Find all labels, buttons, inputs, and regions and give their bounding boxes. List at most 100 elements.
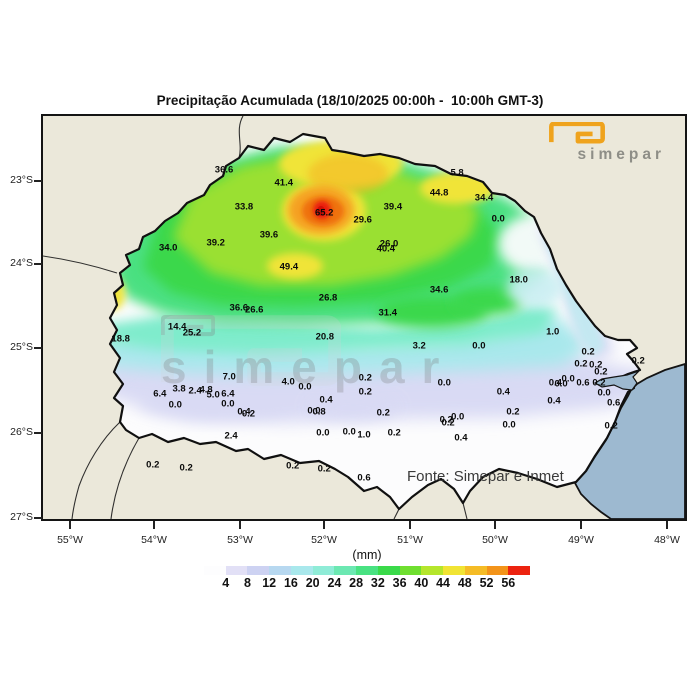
station-value: 0.0: [168, 399, 182, 411]
station-value: 39.4: [383, 201, 403, 213]
station-value: 26.8: [318, 292, 338, 304]
colorbar-tick-label: 12: [262, 576, 277, 590]
colorbar-segment: [508, 566, 531, 575]
colorbar-segment: [290, 566, 313, 575]
station-value: 31.4: [378, 307, 398, 319]
station-value: 0.2: [286, 460, 300, 472]
colorbar-segment: [269, 566, 291, 575]
colorbar-tick-label: 48: [457, 576, 472, 590]
station-value: 44.8: [429, 187, 449, 199]
station-value: 0.2: [581, 346, 595, 358]
station-value: 0.2: [376, 407, 390, 419]
colorbar-segment: [312, 566, 335, 575]
lon-tick-mark: [323, 521, 325, 529]
colorbar-segment: [443, 566, 465, 575]
station-value: 0.4: [237, 406, 251, 418]
colorbar-segment: [464, 566, 487, 575]
station-value: 26.6: [244, 304, 264, 316]
station-value: 0.4: [496, 386, 510, 398]
station-value: 36.6: [229, 302, 249, 314]
station-value: 41.4: [274, 177, 294, 189]
lon-tick-label: 52°W: [311, 534, 337, 546]
station-value: 0.2: [592, 377, 606, 389]
colorbar-segment: [377, 566, 400, 575]
station-value: 4.0: [281, 376, 295, 388]
lon-tick-mark: [666, 521, 668, 529]
station-value: 0.2: [589, 359, 603, 371]
lat-tick-label: 26°S: [10, 426, 33, 438]
station-values-layer: 36.6 5.8 41.4 44.8 34.4 33.8 39.4 65.2 29.6 0.0 39…: [43, 116, 685, 519]
station-value: 33.8: [234, 201, 254, 213]
station-value: 0.8: [312, 406, 326, 418]
station-value: 0.0: [597, 387, 611, 399]
colorbar-tick-label: 56: [501, 576, 516, 590]
station-value: 0.0: [298, 381, 312, 393]
figure-title: Precipitação Acumulada (18/10/2025 00:00…: [156, 93, 544, 108]
colorbar-tick-label: 44: [436, 576, 451, 590]
station-value: 0.2: [439, 414, 453, 426]
station-value: 0.2: [146, 459, 160, 471]
colorbar-segment: [356, 566, 378, 575]
station-value: 2.4: [188, 385, 202, 397]
station-value: 0.2: [241, 408, 256, 420]
colorbar-segment: [486, 566, 509, 575]
station-value: 0.0: [221, 398, 235, 410]
station-value: 0.2: [317, 463, 331, 475]
station-value: 65.2: [314, 207, 334, 219]
station-value: 6.4: [153, 388, 167, 400]
precipitation-map: [43, 116, 685, 519]
station-value: 0.2: [506, 406, 520, 418]
lon-tick-mark: [494, 521, 496, 529]
lon-tick-label: 55°W: [57, 534, 83, 546]
lon-tick-mark: [153, 521, 155, 529]
colorbar-tick-label: 24: [327, 576, 342, 590]
colorbar-segment: [204, 566, 226, 575]
station-value: 0.6: [357, 472, 371, 484]
station-value: 34.0: [158, 242, 178, 254]
station-value: 0.6: [607, 397, 621, 409]
colorbar-segment: [334, 566, 357, 575]
station-value: 3.2: [412, 340, 426, 352]
colorbar-labels: 4 8 12 16 20 24 28 32 36 40 44 48 52 56: [204, 576, 530, 592]
colorbar-tick-label: 52: [479, 576, 494, 590]
station-value: 0.4: [319, 394, 333, 406]
station-value: 0.6: [576, 377, 590, 389]
colorbar-tick-label: 4: [222, 576, 230, 590]
lat-tick-mark: [34, 180, 42, 182]
station-value: 0.2: [604, 420, 618, 432]
station-value: 0.0: [451, 411, 465, 423]
station-value: 6.4: [221, 388, 235, 400]
source-note: Fonte: Simepar e Inmet: [407, 468, 564, 485]
colorbar-tick-label: 40: [414, 576, 429, 590]
station-value: 0.4: [454, 432, 468, 444]
station-value: 0.2: [358, 386, 372, 398]
station-value: 0.4: [547, 395, 561, 407]
station-value: 5.8: [450, 167, 464, 179]
lon-tick-label: 48°W: [654, 534, 680, 546]
station-value: 29.6: [353, 214, 372, 226]
station-value: 34.6: [429, 284, 449, 296]
station-value: 25.2: [182, 327, 202, 339]
station-value: 14.4: [167, 321, 187, 333]
station-value: 0.2: [179, 462, 193, 474]
lat-tick-label: 23°S: [10, 174, 33, 186]
station-value: 39.2: [206, 237, 225, 249]
station-value: 34.4: [474, 192, 494, 204]
station-value: 7.0: [222, 371, 236, 383]
station-value: 0.2: [358, 372, 372, 384]
colorbar-segment: [399, 566, 422, 575]
station-value: 40.4: [376, 243, 396, 255]
colorbar-tick-label: 8: [243, 576, 251, 590]
lat-tick-label: 25°S: [10, 341, 33, 353]
station-value: 2.4: [224, 430, 238, 442]
station-value: 0.2: [574, 358, 588, 370]
station-value: 26.0: [379, 238, 399, 250]
station-value: 0.0: [307, 405, 321, 417]
station-value: 39.6: [259, 229, 279, 241]
colorbar-tick-label: 28: [349, 576, 364, 590]
colorbar-segment: [225, 566, 248, 575]
simepar-logo-text: simepar: [577, 146, 665, 163]
station-value: 0.0: [316, 427, 330, 439]
station-value: 0.0: [437, 377, 451, 389]
